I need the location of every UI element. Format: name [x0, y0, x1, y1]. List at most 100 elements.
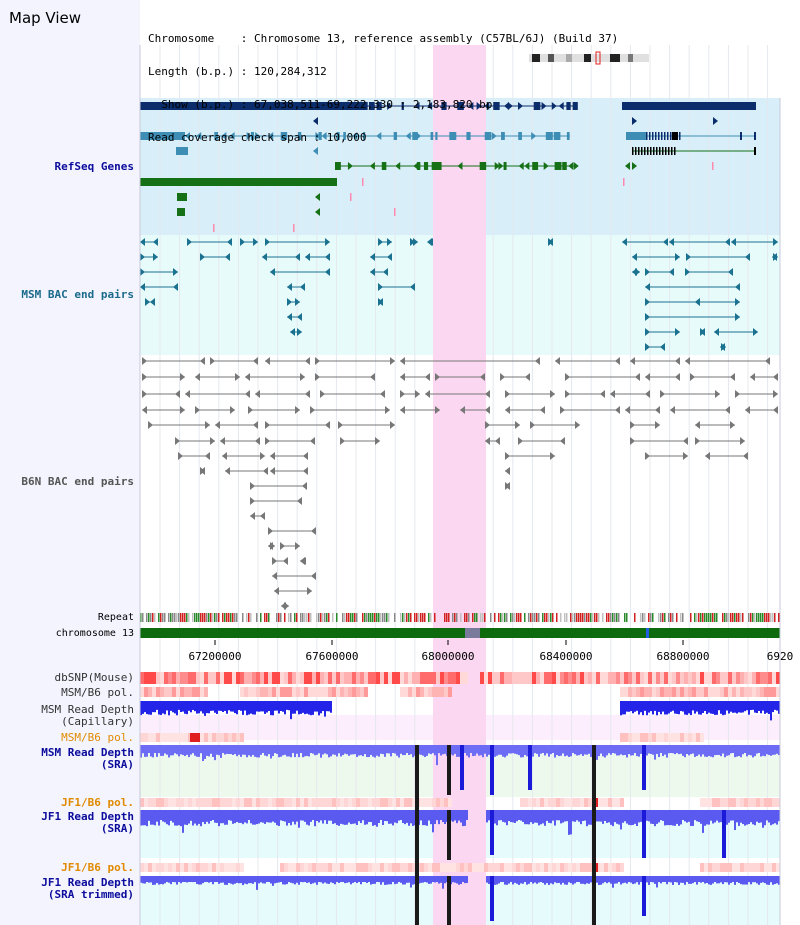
- track-label-jf1-pol[interactable]: JF1/B6 pol.: [61, 796, 134, 809]
- track-label-jf1-sra-1[interactable]: JF1 Read Depth: [41, 810, 134, 823]
- track-label-msm-cap-2[interactable]: (Capillary): [61, 715, 134, 728]
- track-label-b6n-bac[interactable]: B6N BAC end pairs: [21, 475, 134, 488]
- heat-cell: [616, 863, 620, 872]
- heat-cell: [208, 798, 212, 807]
- msm-sra-bar: [176, 745, 178, 755]
- msm-bac-pair-end: [150, 298, 155, 306]
- jf1-sra-bar: [270, 810, 272, 823]
- msm-bac-pair-end: [645, 313, 650, 321]
- jf1-sra-bar: [276, 810, 278, 826]
- msm-cap-bar: [218, 701, 220, 711]
- jf1-trim-bar: [636, 876, 638, 883]
- b6n-bac-pair-end: [253, 421, 258, 429]
- refseq-row-3-exon: [484, 132, 492, 140]
- jf1-trim-bar: [272, 876, 274, 886]
- heat-cell: [192, 672, 196, 684]
- jf1-trim-bar: [754, 876, 756, 883]
- refseq-row-5-arrow: [573, 162, 579, 170]
- track-label-jf1-trim-1[interactable]: JF1 Read Depth: [41, 876, 134, 889]
- heat-cell: [700, 863, 704, 872]
- jf1-trim-bar: [566, 876, 568, 885]
- msm-sra-bar: [318, 745, 320, 754]
- heat-cell: [436, 672, 440, 684]
- msm-cap-bar: [226, 701, 228, 714]
- msm-cap-bar: [674, 701, 676, 714]
- msm-sra-bar: [600, 745, 602, 754]
- refseq-exon: [679, 132, 681, 140]
- repeat-bar: [464, 613, 466, 622]
- track-label-msm-bac[interactable]: MSM BAC end pairs: [21, 288, 134, 301]
- jf1-sra-bar: [584, 810, 586, 821]
- msm-sra-bar: [572, 745, 574, 753]
- track-label-msm-cap-1[interactable]: MSM Read Depth: [41, 703, 134, 716]
- track-label-msm-sra-2[interactable]: (SRA): [100, 758, 134, 771]
- jf1-trim-bar: [382, 876, 384, 883]
- jf1-trim-bar: [694, 876, 696, 882]
- jf1-sra-bar: [306, 810, 308, 825]
- b6n-bac-pair-end: [338, 421, 343, 429]
- jf1-trim-bar: [444, 876, 446, 884]
- msm-cap-bar: [148, 701, 150, 715]
- jf1-sra-bar: [332, 810, 334, 824]
- heat-cell: [756, 687, 760, 697]
- repeat-bar: [510, 613, 512, 622]
- track-label-jf1-sra-2[interactable]: (SRA): [100, 822, 134, 835]
- jf1-trim-bar: [278, 876, 280, 883]
- heat-cell: [172, 733, 176, 742]
- track-label-msm-pol[interactable]: MSM/B6 pol.: [61, 686, 134, 699]
- heat-cell: [520, 672, 524, 684]
- track-label-msm-sra-1[interactable]: MSM Read Depth: [41, 746, 134, 759]
- repeat-bar: [224, 613, 226, 622]
- jf1-trim-bar: [248, 876, 250, 884]
- heat-cell: [356, 798, 360, 807]
- msm-cap-bar: [738, 701, 740, 713]
- msm-cap-bar: [302, 701, 304, 713]
- b6n-bac-pair-end: [495, 437, 500, 445]
- msm-cap-bar: [644, 701, 646, 711]
- msm-cap-bar: [720, 701, 722, 714]
- msm-sra-bar: [660, 745, 662, 753]
- heat-cell: [624, 672, 628, 684]
- heat-cell: [688, 687, 692, 697]
- refseq-row-3-exon: [566, 132, 570, 140]
- track-label-dbsnp[interactable]: dbSNP(Mouse): [54, 671, 134, 684]
- track-label-msm-pol-2[interactable]: MSM/B6 pol.: [61, 731, 134, 744]
- b6n-bac-pair-end: [310, 437, 315, 445]
- jf1-trim-bar: [430, 876, 432, 884]
- jf1-sra-bar: [752, 810, 754, 825]
- msm-bac-pair-end: [140, 238, 145, 246]
- heat-cell: [296, 863, 300, 872]
- heat-cell: [580, 672, 584, 684]
- b6n-bac-pair-end: [740, 437, 745, 445]
- track-label-jf1-pol-2[interactable]: JF1/B6 pol.: [61, 861, 134, 874]
- jf1-trim-bar: [660, 876, 662, 884]
- jf1-trim-bar: [762, 876, 764, 883]
- refseq-row-3-arrow: [255, 132, 261, 140]
- heat-cell: [420, 687, 424, 697]
- msm-cap-bar: [694, 701, 696, 714]
- repeat-bar: [662, 613, 664, 622]
- jf1-trim-bar: [772, 876, 774, 885]
- jf1-sra-bar: [604, 810, 606, 821]
- heat-cell: [700, 672, 704, 684]
- jf1-trim-bar: [716, 876, 718, 884]
- jf1-trim-bar: [374, 876, 376, 884]
- jf1-sra-bar: [558, 810, 560, 821]
- heat-cell: [208, 733, 212, 742]
- msm-sra-bar: [756, 745, 758, 754]
- track-label-refseq[interactable]: RefSeq Genes: [54, 160, 134, 173]
- jf1-trim-bar: [740, 876, 742, 885]
- b6n-bac-pair-end: [200, 467, 205, 475]
- jf1-sra-bar: [174, 810, 176, 826]
- repeat-bar: [672, 613, 674, 622]
- msm-sra-bar: [602, 745, 604, 757]
- jf1-trim-bar: [768, 876, 770, 885]
- msm-cap-bar: [300, 701, 302, 714]
- repeat-bar: [158, 613, 160, 622]
- msm-sra-bar: [316, 745, 318, 755]
- track-label-jf1-trim-2[interactable]: (SRA trimmed): [47, 888, 134, 901]
- msm-bac-pair-end: [295, 253, 300, 261]
- jf1-trim-bar: [270, 876, 272, 884]
- msm-sra-bar: [658, 745, 660, 758]
- b6n-bac-pair-end: [222, 452, 227, 460]
